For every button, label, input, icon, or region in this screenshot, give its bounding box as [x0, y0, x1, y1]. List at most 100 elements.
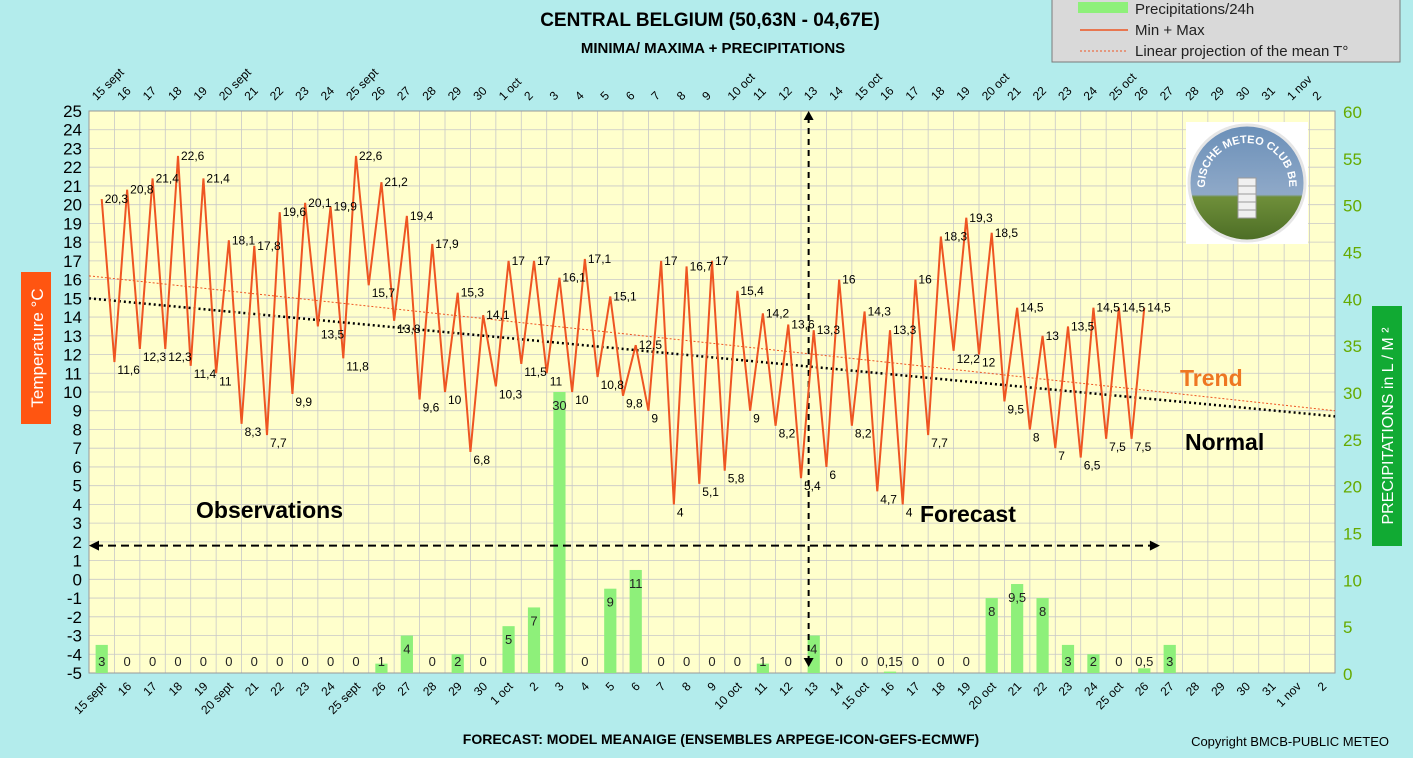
max-temp-label: 14,2: [766, 306, 790, 320]
precip-value-label: 8: [988, 604, 995, 619]
y-left-tick-label: 10: [63, 383, 82, 402]
precip-bar: [1061, 644, 1075, 673]
min-temp-label: 11,6: [117, 363, 140, 377]
min-temp-label: 6: [829, 468, 836, 482]
precip-bar: [1163, 644, 1176, 673]
min-temp-label: 10,3: [499, 387, 523, 401]
legend-projection-label: Linear projection of the mean T°: [1135, 43, 1348, 60]
max-temp-label: 12,5: [639, 338, 663, 352]
y-right-tick-label: 40: [1343, 290, 1362, 309]
y-left-tick-label: 24: [63, 121, 82, 140]
y-left-tick-label: 16: [63, 271, 82, 290]
max-temp-label: 17,1: [588, 252, 612, 266]
precip-value-label: 0: [912, 654, 919, 669]
divider-bottom-head: [803, 658, 814, 667]
precip-value-label: 0: [149, 654, 156, 669]
temperature-axis-badge: [21, 272, 51, 424]
precip-value-label: 0: [658, 654, 665, 669]
y-right-tick-label: 55: [1343, 150, 1362, 169]
max-temp-label: 13,3: [893, 323, 917, 337]
precip-bar: [807, 635, 820, 673]
y-left-tick-label: 25: [63, 102, 82, 121]
precip-bar: [375, 663, 388, 673]
max-temp-label: 15,3: [461, 286, 485, 300]
min-temp-label: 7,5: [1109, 440, 1126, 454]
y-right-tick-label: 50: [1343, 197, 1362, 216]
min-temp-label: 12,3: [168, 350, 192, 364]
copyright: Copyright BMCB-PUBLIC METEO: [1191, 734, 1389, 749]
precip-bar: [1138, 668, 1151, 673]
min-temp-label: 4: [906, 505, 913, 519]
y-left-tick-label: 12: [63, 346, 82, 365]
min-temp-label: 9,9: [295, 395, 312, 409]
precip-value-label: 0: [352, 654, 359, 669]
max-temp-label: 20,1: [308, 196, 332, 210]
max-temp-label: 19,9: [334, 200, 358, 214]
precip-value-label: 0: [124, 654, 131, 669]
forecast-label: Forecast: [920, 501, 1016, 527]
plot-border: [88, 110, 1336, 674]
y-left-tick-label: -1: [67, 589, 82, 608]
precip-value-label: 3: [1064, 654, 1071, 669]
y-left-tick-label: 11: [64, 364, 82, 383]
y-right-tick-label: 45: [1343, 244, 1362, 263]
observations-label: Observations: [196, 497, 343, 523]
precip-value-label: 0: [785, 654, 792, 669]
precip-value-label: 3: [98, 654, 105, 669]
y-left-tick-label: 22: [63, 158, 82, 177]
y-left-tick-label: 17: [63, 252, 82, 271]
normal-label: Normal: [1185, 429, 1264, 455]
precip-value-label: 8: [1039, 604, 1046, 619]
max-temp-label: 22,6: [359, 149, 383, 163]
precipitation-axis-label: PRECIPITATIONS in L / M ²: [1380, 327, 1397, 525]
y-left-tick-label: 5: [73, 477, 82, 496]
min-temp-label: 10,8: [601, 378, 625, 392]
min-temp-label: 11,4: [194, 367, 217, 381]
max-temp-label: 14,5: [1096, 301, 1120, 315]
temperature-series: 20,3 11,6 20,8 12,3 21,4 12,3 22,6 11,4 21,4 11 18…: [100, 149, 1171, 519]
precip-value-label: 4: [403, 642, 410, 657]
precip-value-label: 0: [1115, 654, 1122, 669]
min-temp-label: 7,7: [931, 436, 948, 450]
min-temp-label: 9: [753, 412, 760, 426]
max-temp-label: 19,3: [969, 211, 993, 225]
divider-top-head: [803, 111, 814, 120]
max-temp-label: 14,1: [486, 308, 510, 322]
y-left-tick-label: 7: [73, 439, 82, 458]
max-temp-label: 17,8: [257, 239, 281, 253]
precip-value-label: 0: [276, 654, 283, 669]
precip-bar: [756, 663, 769, 673]
max-temp-label: 21,2: [384, 175, 408, 189]
precip-value-label: 0: [429, 654, 436, 669]
y-right-tick-label: 5: [1343, 618, 1352, 637]
min-temp-label: 6,5: [1084, 459, 1101, 473]
precip-value-label: 0,5: [1135, 654, 1153, 669]
min-temp-label: 4: [677, 505, 684, 519]
y-left-tick-label: 4: [73, 495, 82, 514]
min-temp-label: 4,7: [880, 492, 897, 506]
y-left-tick-label: 23: [63, 139, 82, 158]
y-left-tick-label: 2: [73, 533, 82, 552]
precip-value-label: 0,15: [877, 654, 902, 669]
min-temp-label: 13,8: [397, 322, 421, 336]
max-temp-label: 13,5: [1071, 319, 1095, 333]
y-left-tick-label: 1: [73, 552, 82, 571]
y-left-tick-label: -4: [67, 645, 82, 664]
precip-value-label: 1: [378, 654, 385, 669]
precip-bar: [629, 569, 642, 673]
precip-bar: [1011, 584, 1024, 673]
precip-value-label: 9,5: [1008, 590, 1026, 605]
max-temp-label: 17: [715, 254, 729, 268]
min-temp-label: 8: [1033, 430, 1040, 444]
min-temp-label: 10: [448, 393, 462, 407]
y-left-tick-label: 8: [73, 420, 82, 439]
precip-bar: [1087, 654, 1100, 673]
precip-bar: [985, 598, 998, 673]
chart-subtitle: MINIMA/ MAXIMA + PRECIPITATIONS: [581, 40, 845, 57]
precip-bar: [604, 588, 617, 673]
y-right-tick-label: 20: [1343, 478, 1362, 497]
precip-value-label: 0: [836, 654, 843, 669]
y-left-tick-label: -3: [67, 627, 82, 646]
min-temp-label: 13,5: [321, 327, 345, 341]
min-temp-label: 8,3: [245, 425, 262, 439]
